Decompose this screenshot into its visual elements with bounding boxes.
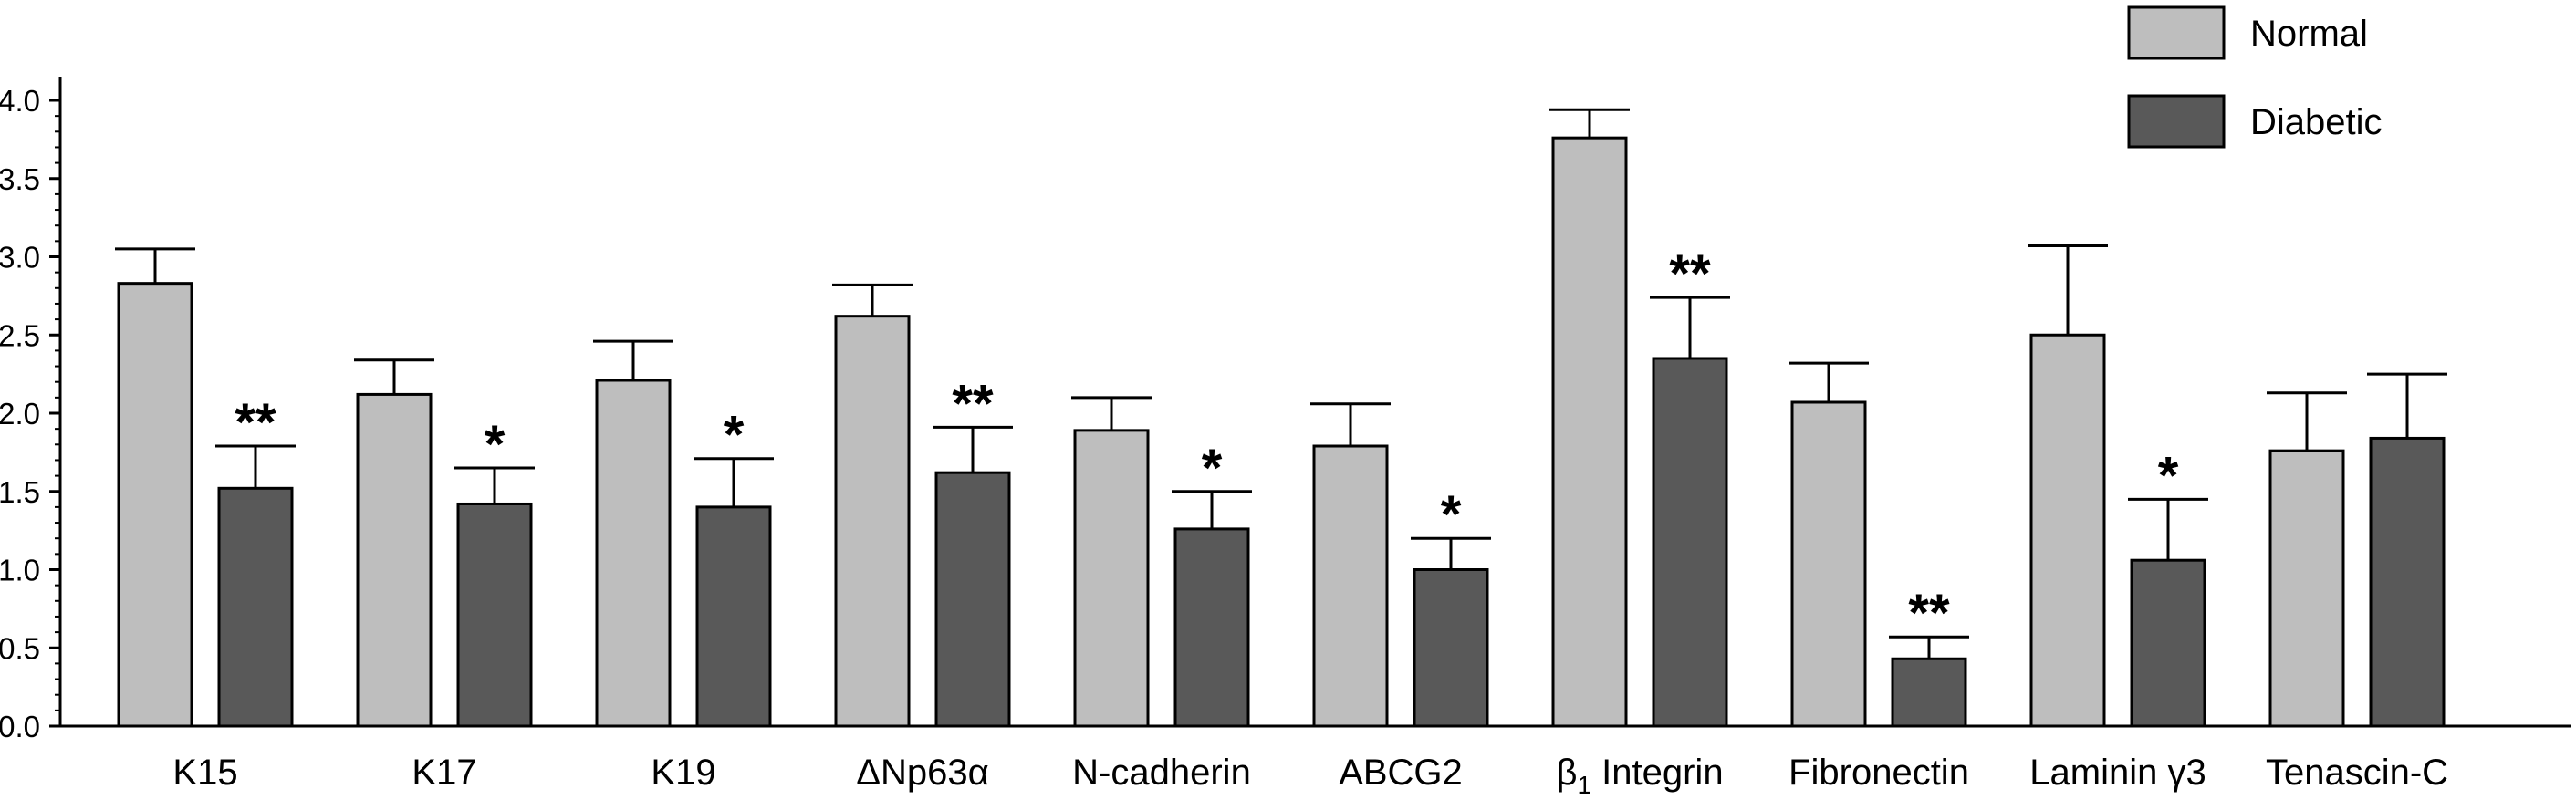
bar-normal [2268, 449, 2345, 728]
category-label: ABCG2 [1339, 753, 1463, 793]
category-label-main: Fibronectin [1789, 753, 1969, 793]
legend: Normal Diabetic [2127, 5, 2383, 149]
bar-diabetic [1891, 657, 1967, 728]
bar-normal [356, 392, 433, 728]
significance-marker: * [1202, 439, 1223, 498]
bars [117, 136, 2446, 728]
category-label-subscript: 1 [1577, 771, 1591, 799]
category-label: Fibronectin [1789, 753, 1969, 793]
category-label: N-cadherin [1072, 753, 1251, 793]
category-label-main: Laminin γ3 [2029, 753, 2206, 793]
significance-marker: ** [952, 374, 994, 433]
bar-diabetic [934, 471, 1011, 728]
significance-marker: ** [1908, 584, 1950, 643]
category-label-main: K15 [172, 753, 237, 793]
bar-diabetic [1413, 568, 1489, 728]
bar-normal [1312, 444, 1389, 728]
bar-diabetic [1173, 527, 1250, 728]
bar-diabetic [2369, 436, 2446, 728]
significance-marker: * [724, 406, 745, 465]
category-label-main: N-cadherin [1072, 753, 1251, 793]
y-tick-label: 4.0 [0, 84, 40, 118]
category-label: ΔNp63α [856, 753, 988, 793]
legend-label-diabetic: Diabetic [2250, 102, 2383, 142]
error-bars [115, 108, 2447, 659]
bar-normal [2029, 333, 2106, 728]
y-tick-label: 1.0 [0, 554, 40, 587]
bar-normal [1790, 400, 1867, 728]
significance-marker: * [1441, 485, 1462, 545]
significance-marker: * [2158, 446, 2179, 505]
category-label: Laminin γ3 [2029, 753, 2206, 793]
y-tick-label: 1.5 [0, 475, 40, 509]
significance-markers: ** * ********** [235, 244, 2178, 643]
significance-marker: ** [235, 393, 276, 452]
bar-normal [1073, 429, 1150, 728]
bar-normal [595, 379, 672, 728]
category-label: K17 [412, 753, 476, 793]
category-label-main: Tenascin-C [2266, 753, 2448, 793]
category-label-main: K19 [651, 753, 715, 793]
bar-normal [1551, 136, 1628, 728]
bar-diabetic [456, 502, 533, 728]
y-tick-label: 0.5 [0, 631, 40, 665]
y-tick-label: 2.5 [0, 318, 40, 352]
bar-diabetic [1652, 357, 1728, 728]
bar-diabetic [695, 505, 772, 728]
legend-swatch-normal [2127, 5, 2226, 60]
significance-marker: ** [1669, 244, 1711, 304]
bar-normal [834, 315, 911, 728]
category-label: K19 [651, 753, 715, 793]
bar-diabetic [217, 486, 294, 728]
y-tick-label: 3.0 [0, 241, 40, 275]
legend-swatch-diabetic [2127, 94, 2226, 149]
category-label: K15 [172, 753, 237, 793]
category-labels: K15 K17 K19 ΔNp63α N-cadherin ABCG2 β1 Integri… [172, 753, 2448, 799]
category-label-rest: Integrin [1591, 753, 1724, 793]
y-tick-label: 3.5 [0, 162, 40, 196]
category-label-main: ΔNp63α [856, 753, 988, 793]
y-tick-label: 2.0 [0, 397, 40, 431]
significance-marker: * [485, 415, 506, 474]
bar-normal [117, 282, 193, 728]
category-label-main: ABCG2 [1339, 753, 1463, 793]
category-label-main: β [1556, 753, 1577, 793]
category-label: Tenascin-C [2266, 753, 2448, 793]
category-label: β1 Integrin [1556, 753, 1723, 799]
category-label-main: K17 [412, 753, 476, 793]
y-tick-label: 0.0 [0, 710, 40, 743]
legend-label-normal: Normal [2250, 14, 2368, 54]
bar-diabetic [2130, 558, 2206, 728]
